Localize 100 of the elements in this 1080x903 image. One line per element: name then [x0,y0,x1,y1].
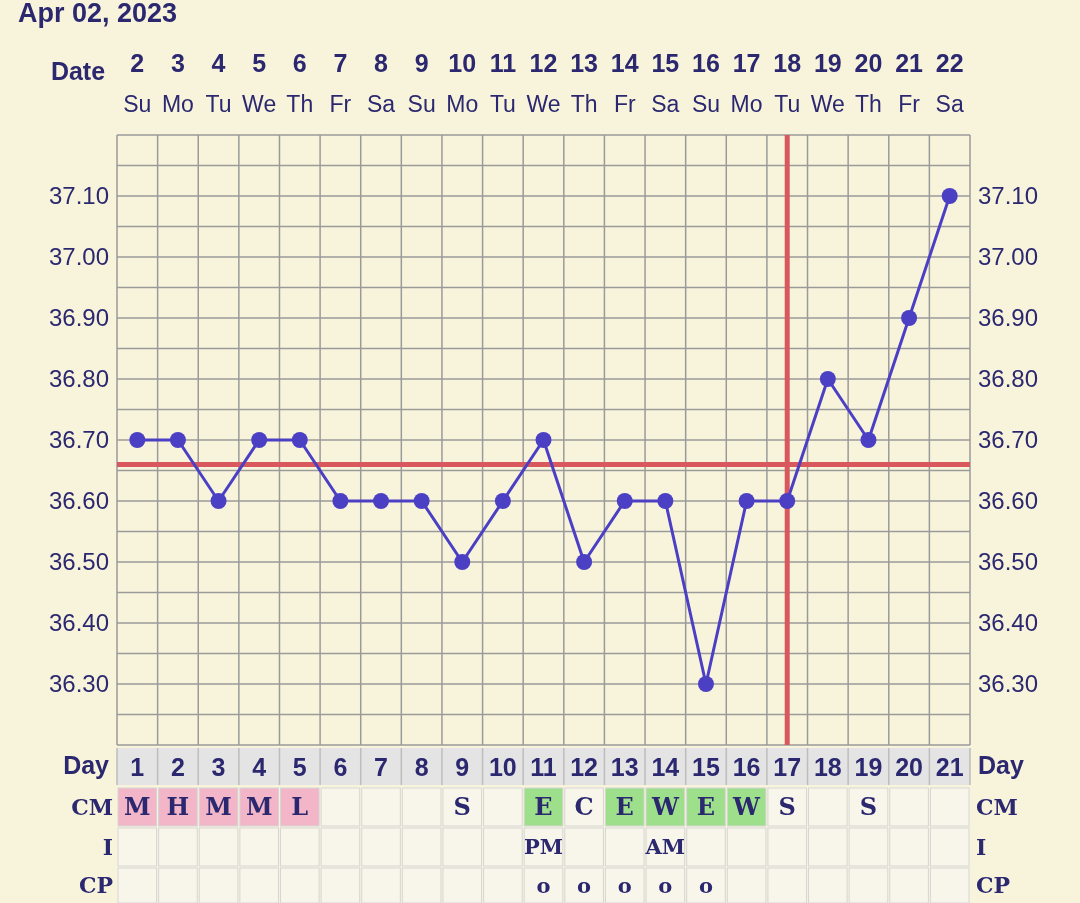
x-tick-label: 22 [935,49,964,77]
text: We [526,91,561,117]
x-axis-title: Day [63,750,110,779]
text: H [166,792,190,822]
x-tick-label: 21 [895,49,924,77]
text: o [536,872,551,898]
y2-tick-label: 36.70 [978,426,1039,454]
x-tick-label: 14 [651,752,680,781]
x-tick-label: 17 [732,49,761,77]
x-tick-label: 4 [211,49,226,77]
x-tick-label: 13 [610,752,639,781]
text: Tu [774,91,801,117]
text: E [534,792,553,822]
text: Th [286,91,314,117]
text: Mo [161,91,194,117]
x-tick-label: 13 [570,49,599,77]
point [697,676,714,692]
y-tick-label: 36.40 [48,609,109,637]
y2-tick-label: CM [976,793,1018,820]
x-axis-title: Date [50,57,106,85]
x-tick-label: 2 [170,752,185,781]
y2-tick-label: 36.40 [978,609,1039,637]
text: W [651,792,679,822]
point [535,432,552,448]
x-tick-label: 3 [211,752,226,781]
y-tick-label: 36.30 [48,670,109,698]
x-tick-label: 3 [170,49,185,77]
x-tick-label: 7 [333,49,348,77]
point [129,432,146,448]
point [738,493,755,509]
x-tick-label: 19 [854,752,883,781]
text: Tu [489,91,516,117]
point [860,432,877,448]
text: Fr [613,91,636,117]
x-tick-label: 20 [895,752,923,781]
x-tick-label: 8 [374,49,389,77]
y-tick-label: I [102,833,113,860]
x-tick-label: 10 [448,49,477,77]
point [901,310,918,326]
x-tick-label: 12 [529,49,558,77]
point [819,371,836,387]
text: AM [645,834,686,860]
text: Sa [651,91,680,117]
y-tick-label: CP [78,872,113,899]
y2-tick-label: 36.60 [978,487,1039,515]
y2-tick-label: 36.30 [978,670,1039,698]
x-tick-label: 19 [813,49,842,77]
x-tick-label: 6 [333,752,348,781]
text: Su [123,91,152,117]
text: Day [978,750,1024,779]
point [251,432,268,448]
point [494,493,511,509]
text: S [859,792,878,822]
x-tick-label: 14 [610,49,639,77]
text: Th [570,91,598,117]
x-tick-label: 15 [651,49,680,77]
text: C [574,792,594,822]
point [454,554,471,570]
x-tick-label: 5 [252,49,267,77]
y-tick-label: 36.60 [48,487,109,515]
text: Sa [935,91,964,117]
y-tick-label: 36.50 [48,548,109,576]
text: S [453,792,471,822]
text: E [696,792,716,822]
y2-tick-label: 36.50 [978,548,1039,576]
point [169,432,186,448]
x-tick-label: 4 [252,752,267,781]
y-tick-label: 36.80 [48,365,109,393]
text: PM [523,834,564,860]
text: o [577,872,592,898]
x-tick-label: 1 [130,752,145,781]
chart-title: Apr 02, 2023 [18,0,178,28]
text: S [778,792,796,822]
y-tick-label: 36.90 [48,304,109,332]
y2-tick-label: 36.90 [978,304,1039,332]
x-tick-label: 7 [374,752,388,781]
text: Sa [366,91,396,117]
text: E [615,792,634,822]
text: M [205,792,232,822]
x-tick-label: 12 [570,752,599,781]
point [373,493,390,509]
y2-tick-label: CP [976,872,1011,899]
point [413,493,430,509]
text: W [733,792,761,822]
text: Mo [730,91,763,117]
y2-tick-label: 36.80 [978,365,1039,393]
text: We [810,91,845,117]
x-tick-label: 18 [773,49,802,77]
y-tick-label: CM [71,793,113,820]
x-tick-label: 21 [935,752,964,781]
y2-tick-label: I [976,833,987,860]
text: Mo [446,91,479,117]
point [332,493,349,509]
x-tick-label: 8 [414,752,429,781]
point [779,493,796,509]
point [291,432,308,448]
y-tick-label: 37.00 [48,243,109,271]
x-tick-label: 15 [692,752,720,781]
x-tick-label: 5 [292,752,307,781]
text: Su [407,91,436,117]
